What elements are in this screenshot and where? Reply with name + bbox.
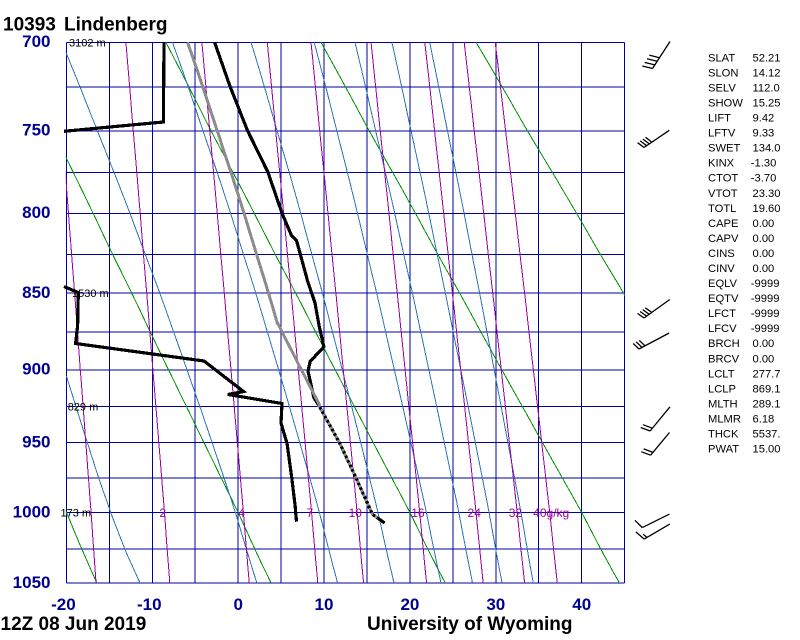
svg-text:CINV: CINV	[708, 263, 735, 275]
svg-text:KINX: KINX	[708, 158, 735, 170]
svg-text:15.25: 15.25	[753, 98, 781, 110]
svg-text:1530 m: 1530 m	[72, 288, 109, 300]
svg-text:15.00: 15.00	[753, 444, 781, 456]
svg-text:1050: 1050	[13, 573, 51, 592]
svg-text:EQLV: EQLV	[708, 278, 738, 290]
svg-text:16: 16	[411, 506, 425, 520]
svg-text:LFCT: LFCT	[708, 308, 736, 320]
svg-text:CINS: CINS	[708, 248, 735, 260]
svg-text:700: 700	[22, 32, 50, 51]
svg-text:LCLP: LCLP	[708, 383, 736, 395]
svg-text:10: 10	[349, 506, 363, 520]
svg-text:6.18: 6.18	[753, 414, 775, 426]
svg-text:THCK: THCK	[708, 429, 739, 441]
svg-text:CTOT: CTOT	[708, 173, 738, 185]
svg-text:23.30: 23.30	[753, 188, 781, 200]
svg-text:1000: 1000	[13, 502, 51, 521]
svg-text:19.60: 19.60	[753, 203, 781, 215]
svg-text:PWAT: PWAT	[708, 444, 739, 456]
svg-text:10: 10	[315, 595, 334, 614]
svg-text:850: 850	[22, 283, 50, 302]
svg-text:40g/kg: 40g/kg	[533, 506, 569, 520]
svg-text:0.00: 0.00	[753, 263, 775, 275]
svg-text:VTOT: VTOT	[708, 188, 738, 200]
svg-text:-9999: -9999	[751, 278, 780, 290]
svg-text:134.0: 134.0	[753, 143, 781, 155]
svg-text:869.1: 869.1	[753, 383, 781, 395]
svg-text:-1.30: -1.30	[751, 158, 777, 170]
svg-text:2: 2	[159, 506, 166, 520]
svg-text:32: 32	[509, 506, 523, 520]
svg-text:800: 800	[22, 203, 50, 222]
svg-text:-20: -20	[51, 595, 76, 614]
svg-text:0.00: 0.00	[753, 218, 775, 230]
svg-text:40: 40	[572, 595, 591, 614]
svg-text:24: 24	[468, 506, 482, 520]
svg-text:7: 7	[306, 506, 313, 520]
svg-text:SHOW: SHOW	[708, 98, 743, 110]
svg-text:900: 900	[22, 360, 50, 379]
svg-text:0.00: 0.00	[753, 353, 775, 365]
svg-text:LFCV: LFCV	[708, 323, 737, 335]
svg-text:-9999: -9999	[751, 293, 780, 305]
svg-text:0.00: 0.00	[753, 248, 775, 260]
svg-text:SELV: SELV	[708, 82, 736, 94]
svg-text:0: 0	[233, 595, 242, 614]
svg-text:-9999: -9999	[751, 308, 780, 320]
svg-text:BRCV: BRCV	[708, 353, 740, 365]
svg-text:10393: 10393	[3, 14, 56, 35]
svg-text:BRCH: BRCH	[708, 338, 740, 350]
svg-text:289.1: 289.1	[753, 399, 781, 411]
svg-text:TOTL: TOTL	[708, 203, 736, 215]
svg-text:SLON: SLON	[708, 67, 738, 79]
svg-text:EQTV: EQTV	[708, 293, 739, 305]
svg-text:-9999: -9999	[751, 323, 780, 335]
svg-text:4: 4	[238, 506, 245, 520]
svg-text:University of Wyoming: University of Wyoming	[367, 614, 573, 635]
svg-text:9.42: 9.42	[753, 113, 775, 125]
svg-text:173 m: 173 m	[61, 508, 92, 520]
svg-text:-3.70: -3.70	[751, 173, 777, 185]
svg-text:950: 950	[22, 433, 50, 452]
svg-text:Lindenberg: Lindenberg	[64, 14, 167, 35]
svg-text:MLMR: MLMR	[708, 414, 741, 426]
svg-text:MLTH: MLTH	[708, 399, 738, 411]
svg-text:829 m: 829 m	[68, 402, 99, 414]
svg-text:112.0: 112.0	[753, 82, 780, 94]
svg-text:0.00: 0.00	[753, 233, 775, 245]
svg-text:14.12: 14.12	[753, 67, 781, 79]
svg-text:12Z 08 Jun 2019: 12Z 08 Jun 2019	[1, 614, 147, 635]
svg-text:SWET: SWET	[708, 143, 740, 155]
svg-text:LCLT: LCLT	[708, 368, 735, 380]
svg-text:30: 30	[486, 595, 505, 614]
svg-text:750: 750	[22, 121, 50, 140]
svg-text:9.33: 9.33	[753, 128, 775, 140]
svg-text:LFTV: LFTV	[708, 128, 736, 140]
svg-text:3102 m: 3102 m	[69, 37, 106, 49]
svg-text:20: 20	[400, 595, 419, 614]
svg-text:-10: -10	[137, 595, 162, 614]
svg-text:277.7: 277.7	[753, 368, 781, 380]
svg-text:CAPE: CAPE	[708, 218, 738, 230]
svg-text:CAPV: CAPV	[708, 233, 739, 245]
svg-text:0.00: 0.00	[753, 338, 775, 350]
svg-text:LIFT: LIFT	[708, 113, 731, 125]
svg-text:52.21: 52.21	[753, 52, 781, 64]
svg-text:SLAT: SLAT	[708, 52, 735, 64]
svg-text:5537.: 5537.	[753, 429, 781, 441]
